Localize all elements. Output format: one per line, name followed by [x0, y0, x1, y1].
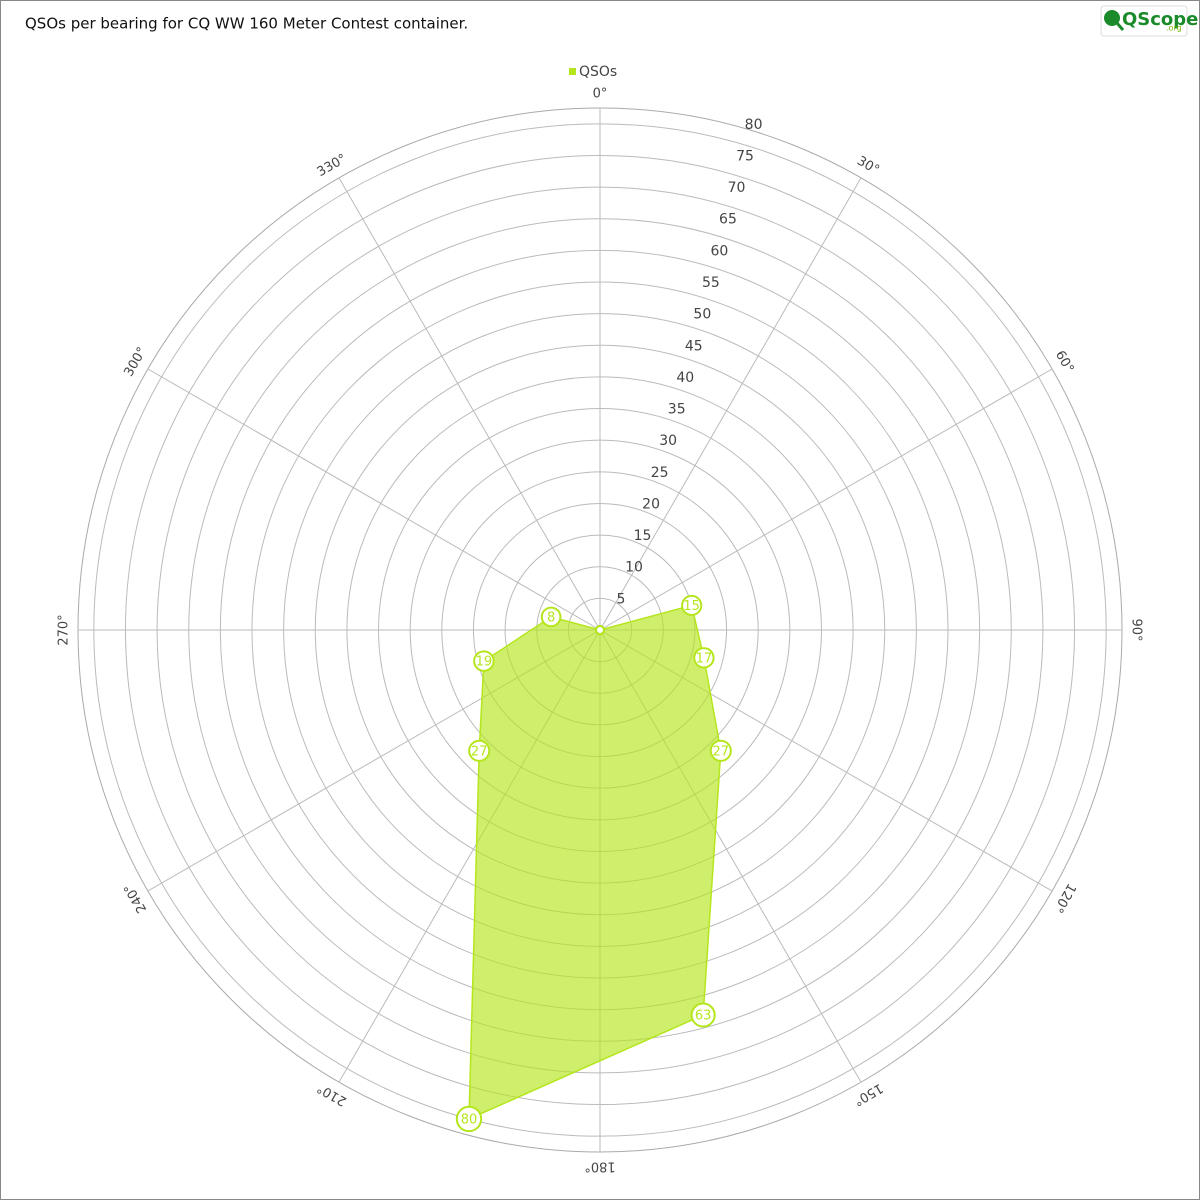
data-label: 8 [547, 610, 555, 625]
series-area [468, 604, 722, 1121]
data-label: 19 [476, 655, 493, 670]
logo-text: QScope [1122, 9, 1198, 30]
logo-suffix: .org [1166, 24, 1182, 33]
radial-tick-label: 70 [728, 180, 746, 196]
point-marker [681, 594, 703, 617]
data-point: 27 [468, 739, 491, 762]
data-point [595, 625, 605, 635]
radial-tick-label: 35 [668, 402, 686, 418]
radial-tick-label: 30 [659, 433, 677, 449]
radial-tick-label: 65 [719, 212, 737, 228]
data-label: 17 [696, 651, 713, 666]
logo: QScope .org [1100, 5, 1198, 37]
point-marker [473, 650, 495, 672]
data-point: 27 [709, 739, 732, 762]
radial-tick-label: 20 [642, 496, 660, 512]
point-marker [455, 1105, 483, 1133]
point-marker [709, 739, 732, 762]
data-label: 27 [713, 744, 730, 759]
grid-spoke [599, 177, 862, 631]
data-point: 80 [455, 1105, 483, 1133]
radial-tick-label: 5 [617, 591, 626, 607]
angle-tick-label: 180° [584, 1159, 615, 1174]
data-point: 17 [693, 647, 715, 669]
radial-tick-label: 60 [711, 243, 729, 259]
data-point: 8 [540, 606, 562, 628]
logo-icon [1104, 10, 1120, 26]
data-label: 15 [683, 599, 700, 614]
data-point: 19 [473, 650, 495, 672]
point-marker [690, 1002, 716, 1028]
data-label: 63 [695, 1009, 712, 1024]
radial-tick-label: 75 [736, 148, 754, 164]
radial-tick-label: 25 [651, 465, 669, 481]
point-marker [540, 606, 562, 628]
radial-tick-label: 45 [685, 338, 703, 354]
grid-spoke [599, 368, 1053, 631]
angle-tick-label: 270° [57, 614, 72, 645]
radial-tick-label: 40 [676, 370, 694, 386]
radial-tick-label: 55 [702, 275, 720, 291]
radial-tick-label: 50 [693, 307, 711, 323]
data-point: 63 [690, 1002, 716, 1028]
point-marker [595, 625, 605, 635]
angle-tick-label: 90° [1129, 618, 1144, 641]
data-label: 80 [461, 1112, 478, 1127]
angle-tick-label: 0° [593, 87, 608, 102]
grid-spoke [147, 368, 601, 631]
radial-tick-label: 10 [625, 560, 643, 576]
legend-label: QSOs [579, 64, 617, 80]
point-marker [693, 647, 715, 669]
legend-swatch [569, 68, 576, 75]
logo-handle [1115, 22, 1125, 31]
grid-spoke [338, 177, 601, 631]
radial-tick-label: 15 [634, 528, 652, 544]
data-label: 27 [471, 744, 488, 759]
radial-tick-label: 80 [745, 117, 763, 133]
data-point: 15 [681, 594, 703, 617]
point-marker [468, 739, 491, 762]
chart-title: QSOs per bearing for CQ WW 160 Meter Con… [25, 15, 468, 33]
